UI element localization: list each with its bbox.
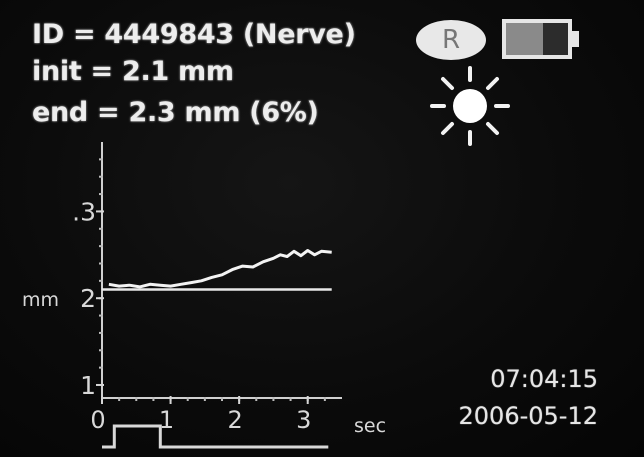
sun-icon — [430, 66, 510, 146]
y-tick-label: 1 — [80, 371, 96, 400]
stimulus-trace — [102, 424, 329, 449]
y-tick-label: .3 — [72, 197, 96, 226]
side-indicator-badge: R — [416, 20, 486, 60]
battery-tip — [572, 31, 579, 47]
x-tick-label: 1 — [159, 406, 174, 434]
clock-date: 2006-05-12 — [458, 402, 598, 430]
clock-time: 07:04:15 — [490, 365, 598, 393]
y-axis-label: mm — [22, 289, 59, 311]
x-tick-label: 2 — [228, 406, 243, 434]
diameter-series-line — [108, 249, 332, 289]
x-axis-label: sec — [354, 415, 386, 437]
init-diameter-label: init = 2.1 mm — [32, 56, 234, 87]
x-tick-label: 0 — [90, 406, 105, 434]
battery-icon — [502, 19, 572, 59]
x-tick-label: 3 — [296, 406, 311, 434]
y-tick-label: 2 — [80, 284, 96, 313]
end-diameter-label: end = 2.3 mm (6%) — [32, 97, 319, 128]
patient-id-label: ID = 4449843 (Nerve) — [32, 19, 356, 50]
battery-empty-segment — [543, 23, 568, 55]
